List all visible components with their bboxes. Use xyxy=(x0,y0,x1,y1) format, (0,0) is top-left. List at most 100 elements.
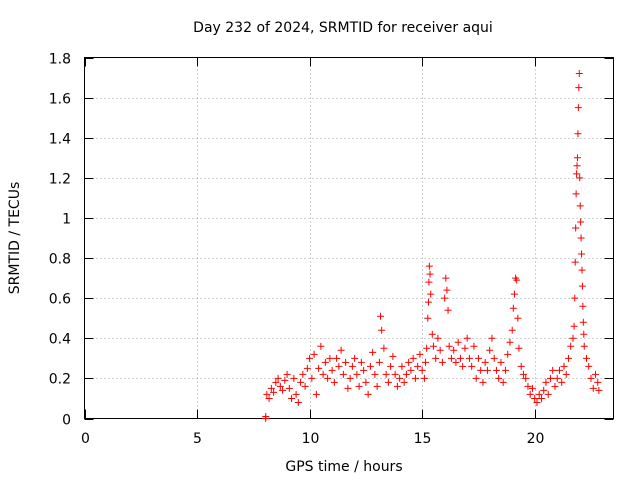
data-point xyxy=(513,276,521,284)
data-point xyxy=(420,374,428,382)
data-point xyxy=(562,370,570,378)
data-point xyxy=(434,334,442,342)
data-point xyxy=(591,370,599,378)
data-point xyxy=(577,218,585,226)
x-tick-label: 0 xyxy=(81,431,90,447)
data-point xyxy=(272,378,280,386)
data-point xyxy=(555,366,563,374)
data-point xyxy=(416,350,424,358)
data-point xyxy=(337,346,345,354)
data-point xyxy=(339,370,347,378)
data-point xyxy=(319,370,327,378)
data-point xyxy=(348,362,356,370)
y-tick-label: 1 xyxy=(62,212,71,228)
data-point xyxy=(595,386,603,394)
data-point xyxy=(572,224,580,232)
data-point xyxy=(294,398,302,406)
data-point xyxy=(398,362,406,370)
data-point xyxy=(445,342,453,350)
data-point xyxy=(519,370,527,378)
data-point xyxy=(483,366,491,374)
plot-frame xyxy=(84,57,614,419)
data-point xyxy=(391,370,399,378)
y-tick-label: 1.4 xyxy=(49,132,71,148)
y-tick-label: 0.2 xyxy=(49,372,71,388)
data-point xyxy=(560,362,568,370)
data-point xyxy=(509,304,517,312)
y-axis-label: SRMTID / TECUs xyxy=(7,182,23,295)
data-point xyxy=(571,294,579,302)
data-point xyxy=(574,104,582,112)
data-point xyxy=(414,362,422,370)
data-point xyxy=(342,358,350,366)
data-point xyxy=(371,370,379,378)
data-point xyxy=(377,312,385,320)
data-point xyxy=(297,378,305,386)
data-point xyxy=(540,386,548,394)
data-point xyxy=(438,358,446,366)
data-point xyxy=(465,354,473,362)
data-point xyxy=(542,378,550,386)
data-point xyxy=(573,162,581,170)
y-tick-label: 0.4 xyxy=(49,332,71,348)
data-point xyxy=(409,354,417,362)
data-point xyxy=(490,354,498,362)
data-point xyxy=(362,378,370,386)
data-point xyxy=(426,270,434,278)
data-point xyxy=(429,342,437,350)
data-point xyxy=(351,354,359,362)
data-point xyxy=(587,374,595,382)
data-point xyxy=(424,298,432,306)
data-point xyxy=(263,390,271,398)
data-point xyxy=(456,354,464,362)
data-point xyxy=(292,390,300,398)
data-point xyxy=(389,352,397,360)
data-point xyxy=(303,364,311,372)
data-point xyxy=(443,286,451,294)
data-point xyxy=(589,384,597,392)
data-point xyxy=(424,314,432,322)
data-point xyxy=(384,378,392,386)
data-point xyxy=(524,382,532,390)
data-point xyxy=(528,384,536,392)
axis-ticks: 0 0.2 0.4 0.6 0.8 1 1.2 1.4 1.6 1.8 0 5 10 15 20 xyxy=(49,52,614,447)
data-point xyxy=(551,382,559,390)
x-tick-label: 10 xyxy=(302,431,320,447)
data-point xyxy=(463,334,471,342)
data-point xyxy=(308,374,316,382)
data-point xyxy=(428,330,436,338)
data-point xyxy=(333,354,341,362)
data-point xyxy=(506,338,514,346)
data-point xyxy=(407,366,415,374)
data-point xyxy=(578,250,586,258)
data-point xyxy=(544,390,552,398)
data-point xyxy=(355,382,363,390)
data-point xyxy=(579,318,587,326)
data-point xyxy=(330,378,338,386)
data-point xyxy=(526,390,534,398)
y-tick-label: 0.8 xyxy=(49,252,71,268)
data-point xyxy=(577,234,585,242)
data-point xyxy=(357,358,365,366)
data-point xyxy=(405,358,413,366)
data-point xyxy=(580,330,588,338)
data-point xyxy=(454,338,462,346)
data-point xyxy=(553,374,561,382)
data-point xyxy=(461,344,469,352)
data-point xyxy=(279,386,287,394)
data-point xyxy=(442,274,450,282)
data-point xyxy=(558,378,566,386)
data-point xyxy=(373,382,381,390)
data-point xyxy=(501,366,509,374)
data-point xyxy=(418,366,426,374)
data-point xyxy=(515,344,523,352)
data-point xyxy=(508,326,516,334)
data-point xyxy=(328,366,336,374)
data-point xyxy=(570,322,578,330)
data-point xyxy=(569,334,577,342)
data-point xyxy=(575,70,583,78)
data-point xyxy=(452,358,460,366)
data-point xyxy=(514,314,522,322)
data-point xyxy=(572,190,580,198)
